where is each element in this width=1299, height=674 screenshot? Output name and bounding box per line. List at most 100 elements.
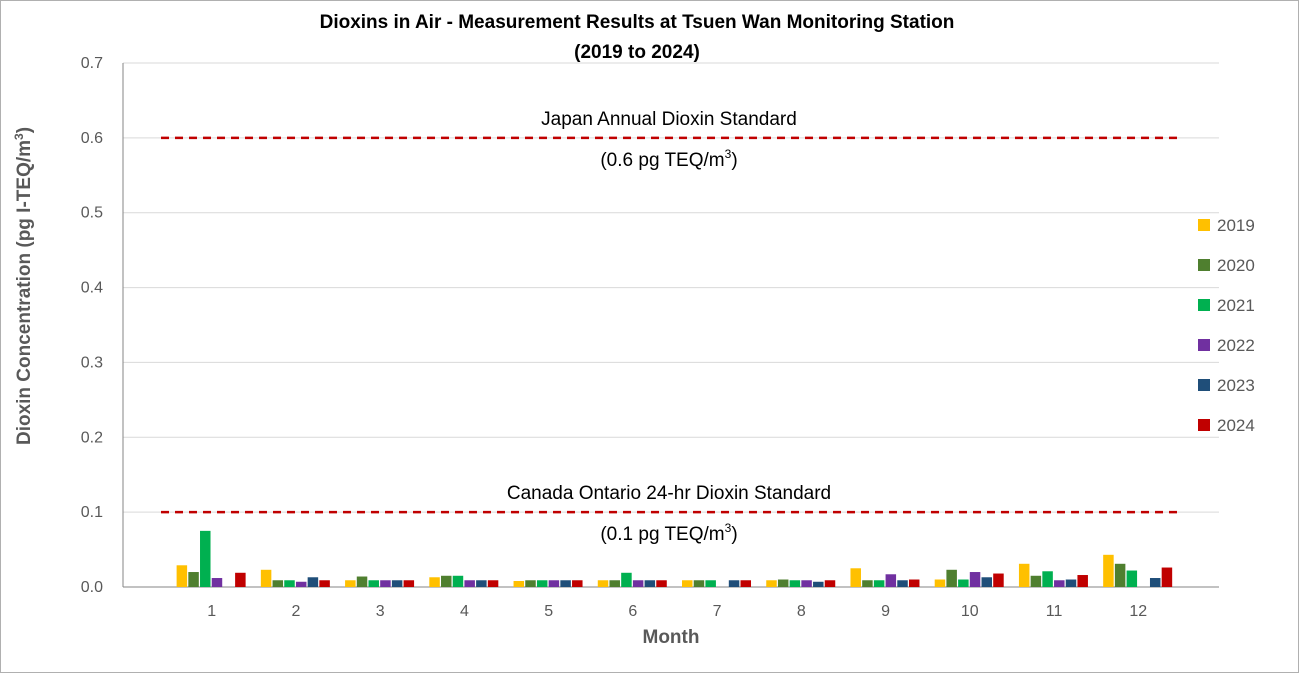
bar-2023-m12 bbox=[1149, 578, 1161, 587]
bar-2021-m11 bbox=[1042, 571, 1053, 587]
y-tick-label: 0.7 bbox=[81, 55, 103, 72]
bar-2021-m1 bbox=[200, 530, 211, 587]
bar-2019-m11 bbox=[1018, 563, 1030, 587]
legend-label: 2019 bbox=[1217, 216, 1255, 235]
bar-2020-m10 bbox=[946, 569, 957, 587]
bar-2022-m4 bbox=[464, 580, 475, 587]
legend-swatch-2023 bbox=[1198, 379, 1210, 391]
y-axis-title: Dioxin Concentration (pg I-TEQ/m3) bbox=[12, 127, 35, 445]
y-tick-label: 0.0 bbox=[81, 579, 103, 596]
x-tick-label: 9 bbox=[881, 603, 890, 620]
bar-2022-m9 bbox=[885, 574, 897, 587]
y-tick-label: 0.5 bbox=[81, 205, 103, 222]
x-axis-title: Month bbox=[643, 627, 700, 648]
x-tick-label: 3 bbox=[376, 603, 385, 620]
bar-2024-m11 bbox=[1077, 575, 1088, 587]
reference-sublabel: (0.6 pg TEQ/m3) bbox=[600, 147, 737, 171]
bar-2019-m2 bbox=[260, 569, 272, 587]
bar-2019-m3 bbox=[345, 580, 356, 587]
legend-label: 2023 bbox=[1217, 376, 1255, 395]
x-tick-label: 2 bbox=[291, 603, 300, 620]
reference-sublabel: (0.1 pg TEQ/m3) bbox=[600, 521, 737, 545]
bar-2021-m5 bbox=[536, 580, 548, 587]
bar-2019-m5 bbox=[513, 581, 525, 587]
bar-2019-m9 bbox=[850, 568, 861, 587]
y-tick-label: 0.2 bbox=[81, 429, 103, 446]
bar-2024-m6 bbox=[656, 580, 667, 587]
bar-2020-m1 bbox=[188, 572, 199, 587]
bar-2024-m3 bbox=[403, 580, 415, 587]
bar-2023-m9 bbox=[897, 580, 908, 587]
bar-2020-m3 bbox=[356, 576, 368, 587]
y-tick-label: 0.6 bbox=[81, 130, 103, 147]
x-tick-label: 12 bbox=[1129, 603, 1147, 620]
bar-2024-m9 bbox=[908, 579, 920, 587]
bar-2020-m7 bbox=[693, 580, 705, 587]
bar-2024-m12 bbox=[1161, 567, 1173, 587]
legend-label: 2020 bbox=[1217, 256, 1255, 275]
bar-2022-m11 bbox=[1054, 580, 1065, 587]
legend-label: 2021 bbox=[1217, 296, 1255, 315]
legend-swatch-2019 bbox=[1198, 219, 1210, 231]
bar-2024-m4 bbox=[487, 580, 499, 587]
x-tick-label: 11 bbox=[1046, 603, 1063, 620]
bar-2021-m9 bbox=[873, 580, 885, 587]
bar-2024-m10 bbox=[993, 573, 1004, 587]
bar-2021-m3 bbox=[368, 580, 379, 587]
bar-2023-m5 bbox=[560, 580, 571, 587]
bar-2020-m6 bbox=[609, 580, 620, 587]
reference-label: Canada Ontario 24-hr Dioxin Standard bbox=[507, 483, 831, 504]
bar-2020-m9 bbox=[862, 580, 873, 587]
bar-2023-m6 bbox=[644, 580, 656, 587]
bar-2019-m8 bbox=[766, 580, 777, 587]
bar-2024-m8 bbox=[824, 580, 836, 587]
x-tick-label: 4 bbox=[460, 603, 469, 620]
bar-2022-m8 bbox=[801, 580, 812, 587]
bar-2020-m11 bbox=[1030, 575, 1042, 587]
gridlines bbox=[122, 62, 1219, 588]
bar-2022-m5 bbox=[548, 580, 560, 587]
bar-2023-m10 bbox=[981, 577, 993, 587]
legend-swatch-2021 bbox=[1198, 299, 1210, 311]
bar-2023-m4 bbox=[476, 580, 487, 587]
legend-swatch-2022 bbox=[1198, 339, 1210, 351]
bar-2024-m5 bbox=[572, 580, 583, 587]
y-tick-label: 0.3 bbox=[81, 354, 103, 371]
legend-label: 2024 bbox=[1217, 416, 1255, 435]
bar-2021-m4 bbox=[452, 575, 464, 587]
legend-swatch-2020 bbox=[1198, 259, 1210, 271]
x-tick-label: 10 bbox=[961, 603, 979, 620]
bar-2022-m6 bbox=[632, 580, 644, 587]
bar-2023-m11 bbox=[1065, 579, 1077, 587]
x-tick-label: 7 bbox=[713, 603, 722, 620]
bar-2021-m7 bbox=[705, 580, 716, 587]
bar-2023-m7 bbox=[728, 580, 740, 587]
reference-label: Japan Annual Dioxin Standard bbox=[541, 109, 797, 130]
bar-2020-m4 bbox=[441, 575, 452, 587]
reference-lines: Japan Annual Dioxin Standard (0.6 pg TEQ/… bbox=[161, 109, 1183, 545]
bar-2019-m7 bbox=[682, 580, 693, 587]
bar-2019-m4 bbox=[429, 577, 440, 587]
bar-2022-m3 bbox=[380, 580, 391, 587]
bar-2021-m12 bbox=[1126, 570, 1138, 587]
bar-2020-m5 bbox=[525, 580, 536, 587]
bar-2024-m1 bbox=[235, 572, 246, 587]
bar-2021-m8 bbox=[789, 580, 801, 587]
chart-subtitle: (2019 to 2024) bbox=[574, 42, 700, 63]
bar-series bbox=[176, 530, 1173, 587]
chart-title: Dioxins in Air - Measurement Results at … bbox=[320, 12, 955, 33]
x-tick-label: 6 bbox=[628, 603, 637, 620]
bar-2021-m10 bbox=[958, 579, 969, 587]
bar-2022-m1 bbox=[211, 578, 223, 587]
bar-2022-m10 bbox=[969, 572, 981, 587]
bar-2020-m2 bbox=[272, 580, 284, 587]
legend-label: 2022 bbox=[1217, 336, 1255, 355]
y-tick-label: 0.4 bbox=[81, 280, 103, 297]
x-tick-labels: 1 2 3 4 5 6 7 8 9 10 11 12 bbox=[207, 603, 1147, 620]
bar-2019-m6 bbox=[597, 580, 609, 587]
y-tick-label: 0.1 bbox=[81, 504, 103, 521]
legend: 2019 2020 2021 2022 2023 2024 bbox=[1198, 216, 1255, 435]
y-tick-labels: 0.0 0.1 0.2 0.3 0.4 0.5 0.6 0.7 bbox=[81, 55, 103, 596]
